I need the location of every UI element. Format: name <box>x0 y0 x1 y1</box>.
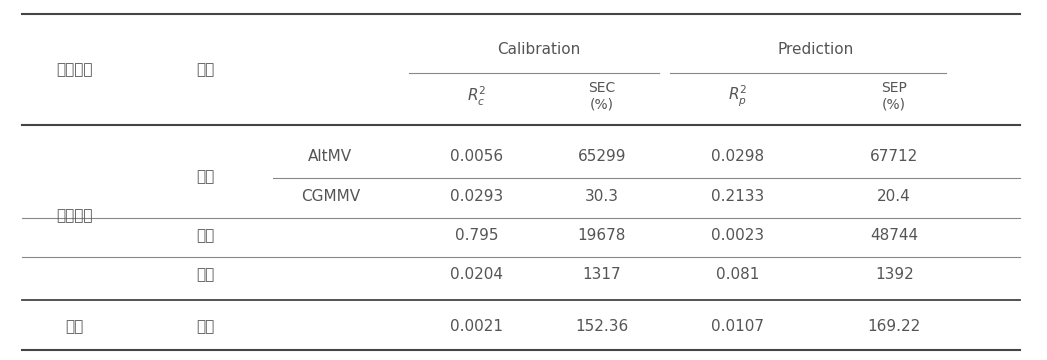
Text: 종자: 종자 <box>196 62 215 77</box>
Text: 169.22: 169.22 <box>868 319 920 334</box>
Text: 고추: 고추 <box>196 267 215 282</box>
Text: 20.4: 20.4 <box>877 189 911 203</box>
Text: AltMV: AltMV <box>308 149 353 164</box>
Text: 수박: 수박 <box>196 319 215 334</box>
Text: $R_c^2$: $R_c^2$ <box>467 85 486 108</box>
Text: 19678: 19678 <box>578 228 626 243</box>
Text: 30.3: 30.3 <box>585 189 619 203</box>
Text: 1317: 1317 <box>582 267 621 282</box>
Text: $R_p^2$: $R_p^2$ <box>728 84 748 109</box>
Text: 0.0056: 0.0056 <box>450 149 503 164</box>
Text: 수박: 수박 <box>196 228 215 243</box>
Text: 0.0023: 0.0023 <box>711 228 764 243</box>
Text: 0.0107: 0.0107 <box>711 319 764 334</box>
Text: SEP
(%): SEP (%) <box>882 81 907 111</box>
Text: SEC
(%): SEC (%) <box>588 81 616 111</box>
Text: CGMMV: CGMMV <box>300 189 360 203</box>
Text: 65299: 65299 <box>578 149 626 164</box>
Text: 0.2133: 0.2133 <box>711 189 764 203</box>
Text: 감염종류: 감염종류 <box>57 62 93 77</box>
Text: 세균: 세균 <box>65 319 84 334</box>
Text: Calibration: Calibration <box>497 42 581 57</box>
Text: 담배: 담배 <box>196 169 215 184</box>
Text: 152.36: 152.36 <box>575 319 628 334</box>
Text: 67712: 67712 <box>870 149 918 164</box>
Text: 바이러스: 바이러스 <box>57 208 93 223</box>
Text: Prediction: Prediction <box>778 42 854 57</box>
Text: 0.0293: 0.0293 <box>450 189 504 203</box>
Text: 0.081: 0.081 <box>716 267 759 282</box>
Text: 0.0298: 0.0298 <box>711 149 764 164</box>
Text: 0.795: 0.795 <box>454 228 498 243</box>
Text: 1392: 1392 <box>875 267 914 282</box>
Text: 48744: 48744 <box>870 228 918 243</box>
Text: 0.0021: 0.0021 <box>450 319 503 334</box>
Text: 0.0204: 0.0204 <box>450 267 503 282</box>
